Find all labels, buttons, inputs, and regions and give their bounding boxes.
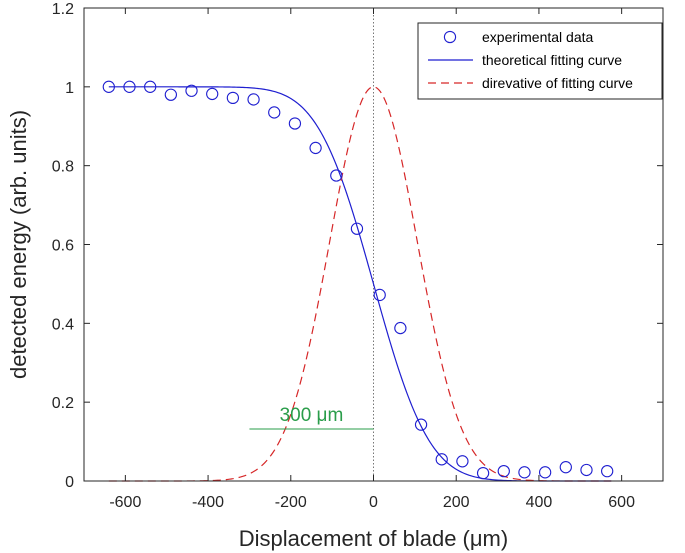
- ticks: -600 -400 -200 0 200 400 600 0 0.2 0.4 0.6 0.8 1 1.2: [52, 1, 663, 511]
- data-point: [476, 466, 490, 480]
- data-point: [414, 418, 428, 431]
- legend-box: [417, 22, 663, 100]
- legend-entry: theoretical fitting curve: [482, 52, 622, 68]
- data-point: [288, 117, 302, 130]
- y-tick-label: 0.2: [52, 395, 74, 412]
- y-tick-label: 0.8: [52, 159, 74, 176]
- data-point: [456, 455, 469, 468]
- data-point: [580, 463, 593, 477]
- y-tick-label: 0.4: [52, 316, 74, 333]
- data-point: [559, 461, 572, 474]
- markers: [102, 80, 614, 480]
- y-tick-label: 1: [65, 80, 74, 97]
- data-point: [247, 93, 260, 106]
- data-point: [518, 466, 531, 479]
- labels: Displacement of blade (μm) detected ener…: [6, 110, 508, 551]
- x-tick-label: -200: [275, 494, 307, 511]
- x-axis-label: Displacement of blade (μm): [239, 526, 508, 551]
- legend-entry: direvative of fitting curve: [482, 75, 633, 91]
- legend: experimental data theoretical fitting cur…: [417, 22, 663, 100]
- data-point: [394, 321, 407, 335]
- data-point: [164, 88, 177, 101]
- data-point: [350, 222, 364, 235]
- annotation-label: 300 μm: [280, 405, 344, 426]
- legend-marker: [443, 30, 457, 44]
- data-point: [330, 169, 343, 182]
- data-point: [185, 84, 198, 97]
- legend-entry: experimental data: [482, 29, 594, 45]
- data-point: [309, 141, 322, 155]
- y-tick-label: 1.2: [52, 1, 74, 18]
- x-tick-label: 0: [369, 494, 378, 511]
- y-tick-label: 0.6: [52, 238, 74, 255]
- data-point: [435, 453, 448, 466]
- x-tick-label: -400: [192, 494, 224, 511]
- data-point: [206, 87, 219, 101]
- data-point: [497, 464, 510, 478]
- data-point: [268, 106, 281, 119]
- x-tick-label: 600: [608, 494, 635, 511]
- data-point: [102, 80, 115, 93]
- annotation: 300 μm: [249, 405, 374, 430]
- data-point: [601, 464, 614, 478]
- data-point: [144, 80, 157, 93]
- data-point: [373, 288, 386, 302]
- y-axis-label: detected energy (arb. units): [6, 110, 31, 379]
- data-point: [538, 466, 552, 479]
- x-tick-label: -600: [109, 494, 141, 511]
- data-point: [123, 80, 136, 93]
- data-point: [226, 91, 240, 105]
- x-tick-label: 200: [443, 494, 470, 511]
- y-tick-label: 0: [65, 474, 74, 491]
- x-tick-label: 400: [526, 494, 553, 511]
